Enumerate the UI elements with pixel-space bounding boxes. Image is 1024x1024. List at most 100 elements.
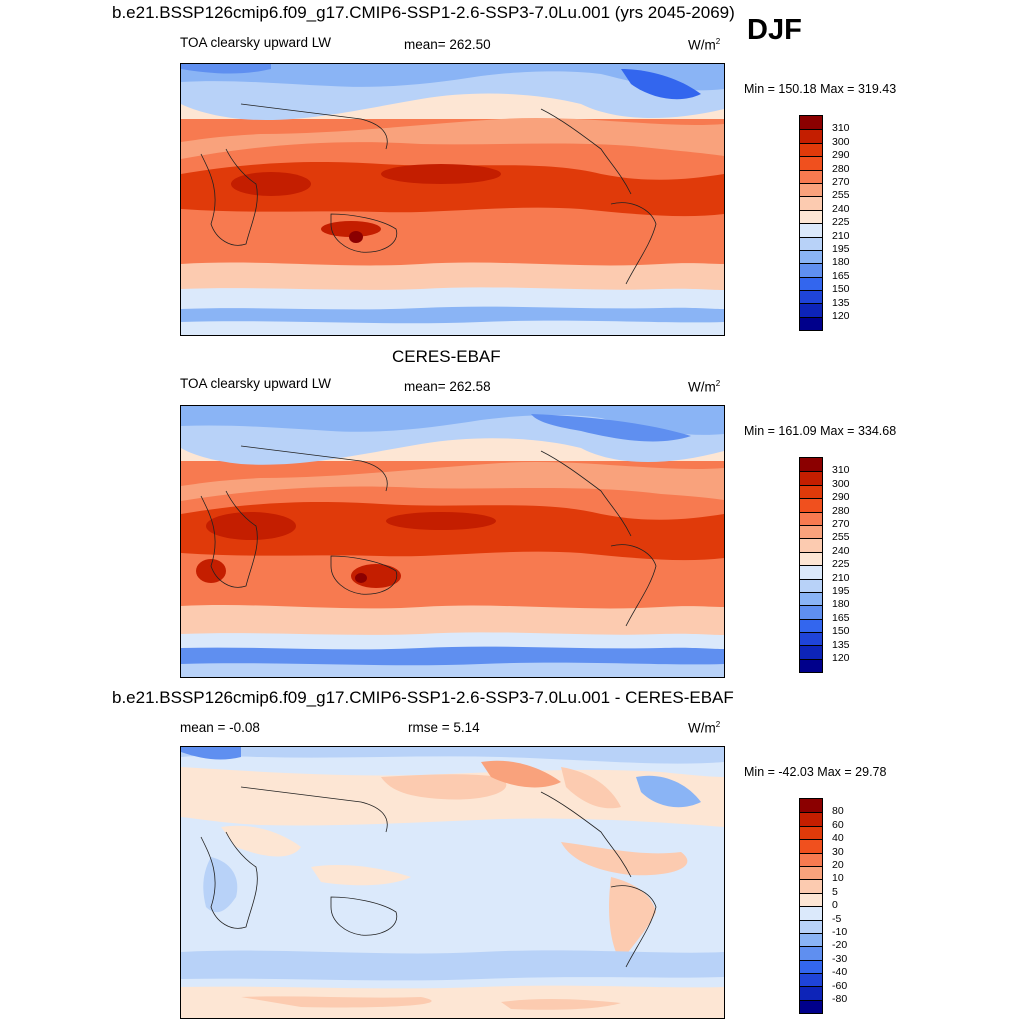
panel1-colorbar-swatch xyxy=(800,129,822,143)
panel1-units: W/m2 xyxy=(688,37,721,53)
panel1-colorbar-swatch xyxy=(800,182,822,197)
panel3-colorbar-swatch xyxy=(800,879,822,893)
panel1-colorbar-labels: 310 300 290 280 270 255 240 225 210 195 180 165 150 1… xyxy=(832,115,872,328)
panel1-colorbar-tick-label: 165 xyxy=(832,269,850,282)
panel2-colorbar-swatch xyxy=(800,551,822,566)
panel3-mean-label: mean = -0.08 xyxy=(180,720,260,735)
panel3-colorbar-swatch xyxy=(800,839,822,853)
panel1-mean-label: mean= 262.50 xyxy=(404,37,491,52)
panel1-colorbar-swatch xyxy=(800,142,822,157)
panel3-colorbar xyxy=(799,798,823,1015)
panel2-colorbar-tick-label: 310 xyxy=(832,464,850,477)
panel3-colorbar-tick-label: -5 xyxy=(832,912,842,925)
panel2-colorbar-tick-label: 225 xyxy=(832,558,850,571)
panel2-colorbar-tick-label: 135 xyxy=(832,638,850,651)
panel3-colorbar-swatch xyxy=(800,825,822,840)
panel1-map xyxy=(180,63,725,336)
panel3-colorbar-tick-label: -60 xyxy=(832,979,848,992)
panel3-colorbar-tick-label: -40 xyxy=(832,966,848,979)
panel1-colorbar-tick-label: 290 xyxy=(832,149,850,162)
panel3-colorbar-tick-label: -20 xyxy=(832,939,848,952)
panel2-colorbar-swatch xyxy=(800,538,822,552)
panel3-colorbar-tick-label: 10 xyxy=(832,872,844,885)
panel1-contour-field xyxy=(181,64,724,335)
panel1-colorbar-tick-label: 135 xyxy=(832,296,850,309)
panel2-colorbar-swatch xyxy=(800,605,822,619)
panel3-colorbar-swatch xyxy=(800,946,822,960)
panel2-colorbar-swatch xyxy=(800,458,822,472)
panel2-colorbar-swatch xyxy=(800,645,822,659)
panel2-minmax: Min = 161.09 Max = 334.68 xyxy=(744,424,897,438)
panel1-colorbar-swatch xyxy=(800,156,822,170)
panel2-colorbar-tick-label: 180 xyxy=(832,598,850,611)
panel1-colorbar-tick-label: 150 xyxy=(832,283,850,296)
panel2-colorbar-swatch xyxy=(800,578,822,592)
panel1-minmax: Min = 150.18 Max = 319.43 xyxy=(744,82,897,96)
panel3-colorbar-swatch xyxy=(800,986,822,1000)
panel1-colorbar-tick-label: 240 xyxy=(832,202,850,215)
panel2-units: W/m2 xyxy=(688,379,721,395)
panel3-colorbar-tick-label: 40 xyxy=(832,832,844,845)
panel3-colorbar-swatch xyxy=(800,999,822,1014)
panel2-title: CERES-EBAF xyxy=(392,347,501,366)
panel2-colorbar-swatch xyxy=(800,484,822,499)
panel2-colorbar-swatch xyxy=(800,471,822,485)
panel1-colorbar-swatch xyxy=(800,316,822,331)
panel3-colorbar-tick-label: 80 xyxy=(832,805,844,818)
panel1-colorbar-tick-label: 195 xyxy=(832,243,850,255)
panel1-colorbar-swatch xyxy=(800,196,822,210)
panel3-title: b.e21.BSSP126cmip6.f09_g17.CMIP6-SSP1-2.… xyxy=(112,688,734,707)
panel3-colorbar-tick-label: 5 xyxy=(832,885,838,898)
panel2-map xyxy=(180,405,725,678)
panel3-contour-field xyxy=(181,747,724,1018)
panel3-colorbar-swatch xyxy=(800,959,822,974)
panel3-colorbar-swatch xyxy=(800,852,822,866)
panel2-colorbar-swatch xyxy=(800,632,822,646)
panel1-colorbar-tick-label: 210 xyxy=(832,229,850,242)
panel3-colorbar-tick-label: -30 xyxy=(832,952,848,965)
panel2-colorbar-tick-label: 165 xyxy=(832,611,850,624)
panel2-colorbar-swatch xyxy=(800,565,822,579)
panel1-colorbar-swatch xyxy=(800,290,822,304)
panel3-colorbar-tick-label: -10 xyxy=(832,926,848,938)
panel1-colorbar-swatch xyxy=(800,263,822,277)
panel2-colorbar-tick-label: 195 xyxy=(832,585,850,597)
panel3-colorbar-swatch xyxy=(800,799,822,813)
panel2-colorbar-tick-label: 280 xyxy=(832,504,850,517)
panel3-colorbar-tick-label: 30 xyxy=(832,845,844,858)
panel3-minmax: Min = -42.03 Max = 29.78 xyxy=(744,765,887,779)
panel3-units: W/m2 xyxy=(688,720,721,736)
panel1-colorbar-swatch xyxy=(800,209,822,224)
panel2-colorbar-tick-label: 240 xyxy=(832,544,850,557)
panel1-title: b.e21.BSSP126cmip6.f09_g17.CMIP6-SSP1-2.… xyxy=(112,3,735,22)
panel1-colorbar-swatch xyxy=(800,116,822,130)
panel2-colorbar-swatch xyxy=(800,524,822,539)
panel1-colorbar-swatch xyxy=(800,276,822,291)
panel2-colorbar-tick-label: 150 xyxy=(832,625,850,638)
panel3-colorbar-tick-label: 0 xyxy=(832,899,838,912)
panel3-colorbar-tick-label: -80 xyxy=(832,993,848,1005)
panel1-colorbar-swatch xyxy=(800,223,822,237)
panel2-mean-label: mean= 262.58 xyxy=(404,379,491,394)
panel1-colorbar-tick-label: 180 xyxy=(832,256,850,269)
panel3-colorbar-swatch xyxy=(800,973,822,987)
panel3-map xyxy=(180,746,725,1019)
panel3-colorbar-swatch xyxy=(800,932,822,947)
panel2-colorbar-tick-label: 120 xyxy=(832,652,850,664)
panel1-colorbar xyxy=(799,115,823,332)
panel3-colorbar-swatch xyxy=(800,906,822,920)
panel1-colorbar-tick-label: 280 xyxy=(832,162,850,175)
panel3-colorbar-tick-label: 60 xyxy=(832,818,844,831)
panel2-colorbar xyxy=(799,457,823,674)
panel1-variable-label: TOA clearsky upward LW xyxy=(180,35,332,50)
panel2-colorbar-swatch xyxy=(800,591,822,606)
panel1-colorbar-tick-label: 310 xyxy=(832,122,850,135)
panel1-colorbar-tick-label: 255 xyxy=(832,189,850,202)
panel1-colorbar-swatch xyxy=(800,236,822,250)
panel2-colorbar-tick-label: 210 xyxy=(832,571,850,584)
panel1-colorbar-tick-label: 300 xyxy=(832,135,850,148)
panel2-colorbar-tick-label: 300 xyxy=(832,477,850,490)
panel1-colorbar-tick-label: 270 xyxy=(832,176,850,188)
panel3-colorbar-labels: 80 60 40 30 20 10 5 0 -5 -10 -20 -30 -40 -60 -80 xyxy=(832,798,872,1011)
panel3-colorbar-swatch xyxy=(800,865,822,880)
